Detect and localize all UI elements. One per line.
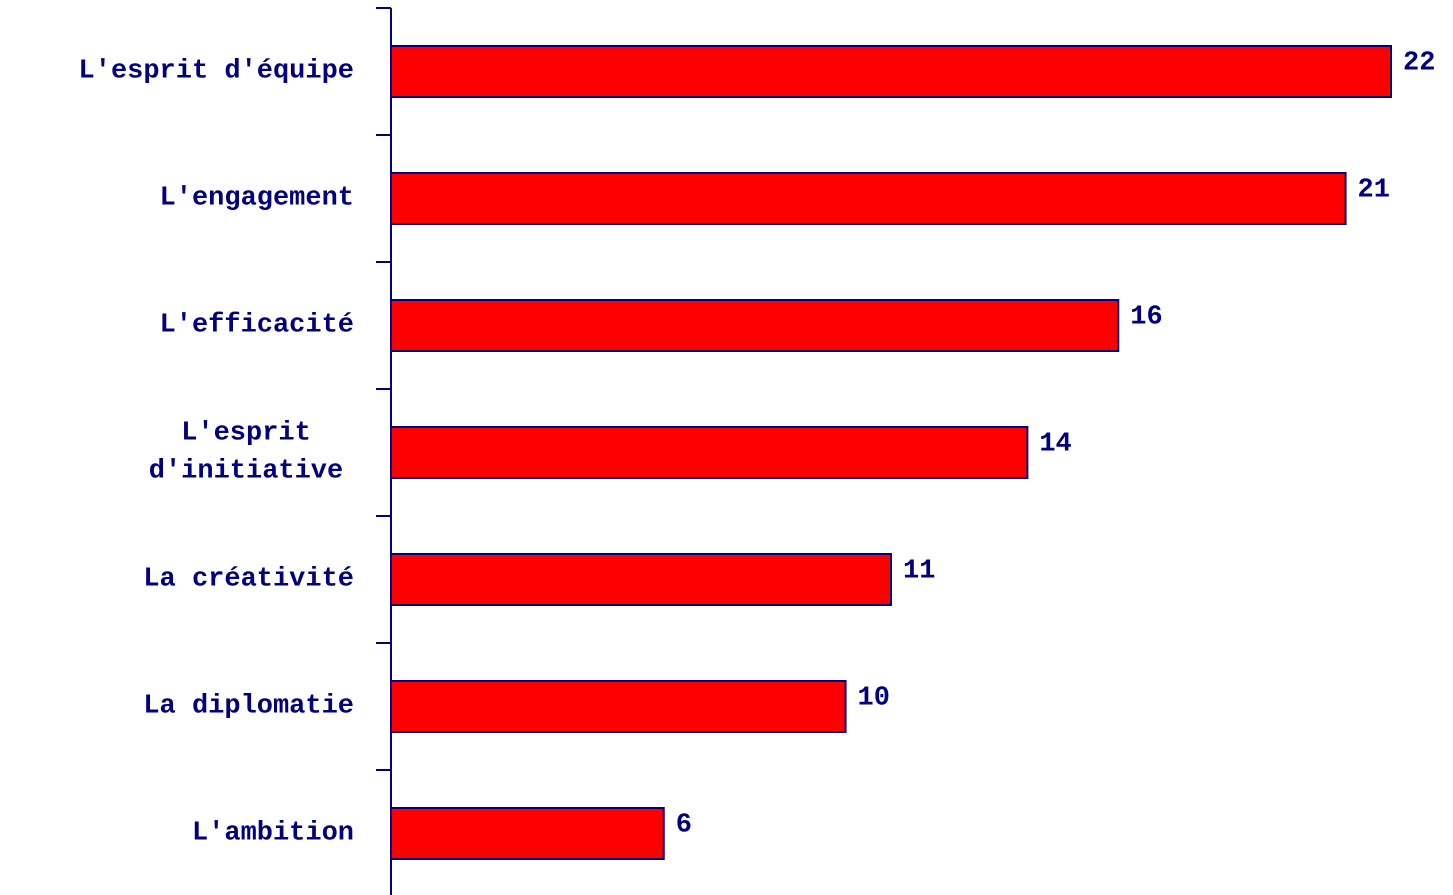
bar — [390, 45, 1392, 98]
bar — [390, 680, 847, 733]
category-label-line: L'esprit — [181, 419, 311, 449]
category-axis — [376, 7, 392, 895]
category-label: L'engagement — [160, 184, 354, 214]
data-label: 22 — [1403, 49, 1435, 79]
value-labels: 22 21 16 14 11 10 6 — [676, 49, 1436, 841]
category-label: L'esprit d'initiative — [149, 419, 343, 487]
data-label: 11 — [903, 557, 935, 587]
category-label-line: L'esprit d'équipe — [79, 57, 354, 87]
category-label: L'ambition — [192, 819, 354, 849]
data-label: 21 — [1358, 176, 1390, 206]
category-label-line: La diplomatie — [143, 692, 354, 722]
category-label-line: L'ambition — [192, 819, 354, 849]
category-label: La créativité — [143, 565, 354, 595]
category-label: L'efficacité — [160, 311, 354, 341]
category-label-line: La créativité — [143, 565, 354, 595]
data-label: 10 — [858, 684, 890, 714]
category-label-line: L'engagement — [160, 184, 354, 214]
bar — [390, 299, 1120, 352]
data-label: 16 — [1130, 303, 1162, 333]
category-label: L'esprit d'équipe — [79, 57, 354, 87]
category-label-line: d'initiative — [149, 457, 343, 487]
bar — [390, 807, 665, 860]
bar — [390, 426, 1029, 479]
data-label: 14 — [1039, 430, 1071, 460]
bar — [390, 172, 1347, 225]
category-labels: L'esprit d'équipe L'engagement L'efficacit… — [79, 57, 354, 849]
data-label: 6 — [676, 811, 692, 841]
bar — [390, 553, 892, 606]
category-label: La diplomatie — [143, 692, 354, 722]
category-label-line: L'efficacité — [160, 311, 354, 341]
bars — [390, 45, 1392, 860]
